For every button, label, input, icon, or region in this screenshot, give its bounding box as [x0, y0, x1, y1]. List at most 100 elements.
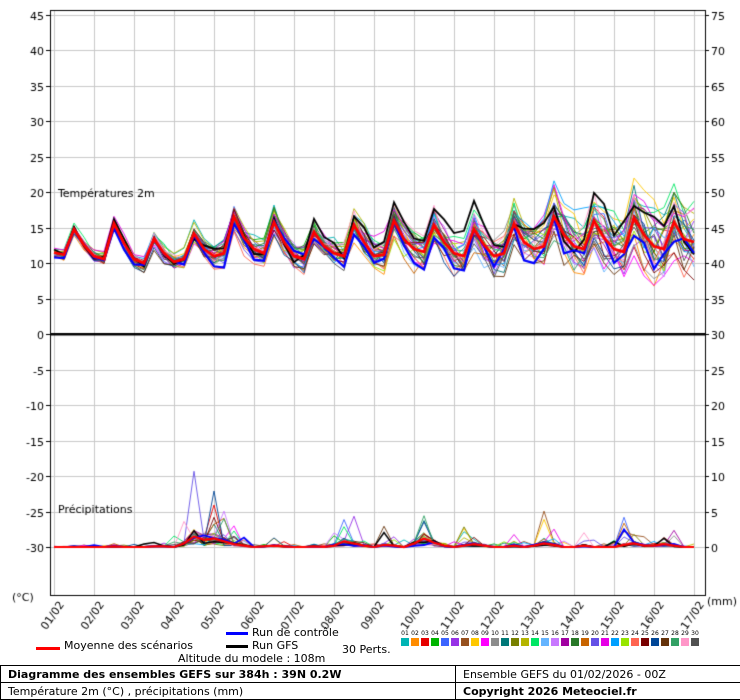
pert-swatch: 20 [590, 630, 600, 646]
pert-color-box [681, 638, 689, 646]
pert-number: 12 [511, 630, 519, 637]
mean-line-swatch [36, 647, 60, 650]
pert-color-box [411, 638, 419, 646]
pert-number: 30 [691, 630, 699, 637]
pert-number: 28 [671, 630, 679, 637]
pert-color-box [531, 638, 539, 646]
pert-number: 19 [581, 630, 589, 637]
pert-swatch: 21 [600, 630, 610, 646]
pert-number: 26 [651, 630, 659, 637]
legend-gfs-label: Run GFS [252, 639, 299, 652]
pert-color-box [401, 638, 409, 646]
footer-subtitle: Température 2m (°C) , précipitations (mm… [0, 682, 456, 700]
pert-color-box [441, 638, 449, 646]
pert-color-box [521, 638, 529, 646]
pert-color-box [491, 638, 499, 646]
pert-swatch: 02 [410, 630, 420, 646]
ensemble-chart-canvas [0, 0, 740, 632]
pert-number: 07 [461, 630, 469, 637]
pert-number: 25 [641, 630, 649, 637]
pert-color-box [571, 638, 579, 646]
pert-swatch: 13 [520, 630, 530, 646]
pert-color-box [511, 638, 519, 646]
pert-number: 27 [661, 630, 669, 637]
pert-swatch: 18 [570, 630, 580, 646]
pert-swatch: 27 [660, 630, 670, 646]
pert-swatch: 28 [670, 630, 680, 646]
pert-color-box [621, 638, 629, 646]
pert-number: 24 [631, 630, 639, 637]
pert-number: 16 [551, 630, 559, 637]
pert-swatch: 04 [430, 630, 440, 646]
pert-color-box [631, 638, 639, 646]
pert-number: 18 [571, 630, 579, 637]
pert-number: 13 [521, 630, 529, 637]
pert-color-box [661, 638, 669, 646]
legend-perts-label: 30 Perts. [342, 643, 391, 656]
pert-swatch: 25 [640, 630, 650, 646]
pert-color-box [451, 638, 459, 646]
pert-swatch: 06 [450, 630, 460, 646]
pert-color-box [551, 638, 559, 646]
pert-number: 29 [681, 630, 689, 637]
pert-color-box [481, 638, 489, 646]
pert-swatch: 01 [400, 630, 410, 646]
pert-swatch: 23 [620, 630, 630, 646]
pert-number: 17 [561, 630, 569, 637]
pert-color-box [691, 638, 699, 646]
pert-number: 15 [541, 630, 549, 637]
pert-swatch: 22 [610, 630, 620, 646]
legend-mean-label: Moyenne des scénarios [64, 639, 193, 652]
pert-swatch: 24 [630, 630, 640, 646]
pert-number: 03 [421, 630, 429, 637]
pert-color-box [581, 638, 589, 646]
pert-swatch: 10 [490, 630, 500, 646]
legend-control-label: Run de contrôle [252, 626, 339, 639]
pert-number: 05 [441, 630, 449, 637]
pert-number: 22 [611, 630, 619, 637]
altitude-label: Altitude du modele : 108m [178, 652, 326, 665]
pert-color-box [591, 638, 599, 646]
pert-number: 11 [501, 630, 509, 637]
pert-color-box [601, 638, 609, 646]
pert-swatch: 19 [580, 630, 590, 646]
pert-number: 09 [481, 630, 489, 637]
pert-swatch: 17 [560, 630, 570, 646]
pert-color-box [561, 638, 569, 646]
pert-number: 23 [621, 630, 629, 637]
pert-color-box [611, 638, 619, 646]
footer-title: Diagramme des ensembles GEFS sur 384h : … [0, 665, 456, 683]
pert-swatch: 09 [480, 630, 490, 646]
pert-number: 01 [401, 630, 409, 637]
control-line-swatch [226, 632, 248, 635]
pert-swatch: 07 [460, 630, 470, 646]
pert-swatch: 03 [420, 630, 430, 646]
pert-color-box [471, 638, 479, 646]
pert-number: 08 [471, 630, 479, 637]
pert-swatch: 11 [500, 630, 510, 646]
pert-number: 02 [411, 630, 419, 637]
pert-color-box [421, 638, 429, 646]
gfs-line-swatch [226, 645, 248, 648]
pert-number: 20 [591, 630, 599, 637]
pert-swatch: 05 [440, 630, 450, 646]
pert-number: 21 [601, 630, 609, 637]
pert-swatch: 08 [470, 630, 480, 646]
pert-swatch: 14 [530, 630, 540, 646]
pert-number: 14 [531, 630, 539, 637]
pert-color-box [541, 638, 549, 646]
pert-color-box [461, 638, 469, 646]
pert-swatch: 16 [550, 630, 560, 646]
pert-swatch: 29 [680, 630, 690, 646]
pert-color-box [431, 638, 439, 646]
pert-color-box [501, 638, 509, 646]
pert-swatch: 12 [510, 630, 520, 646]
pert-number: 10 [491, 630, 499, 637]
footer-run-info: Ensemble GEFS du 01/02/2026 - 00Z [455, 665, 740, 683]
pert-swatch: 15 [540, 630, 550, 646]
pert-number: 06 [451, 630, 459, 637]
pert-swatch: 26 [650, 630, 660, 646]
pert-number: 04 [431, 630, 439, 637]
pert-color-box [671, 638, 679, 646]
